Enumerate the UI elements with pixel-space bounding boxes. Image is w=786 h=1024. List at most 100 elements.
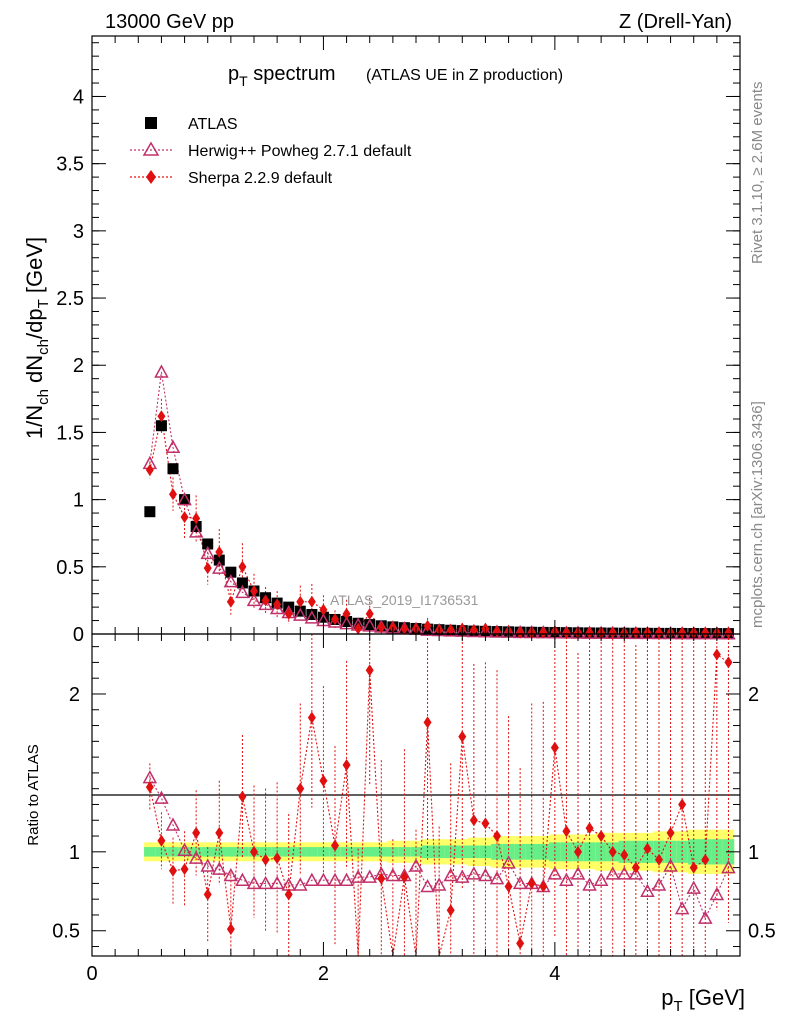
title-p: p	[228, 63, 239, 85]
main-ylabel: 1/Nch dNch/dpT [GeV]	[22, 237, 52, 439]
ratio-point	[527, 877, 536, 890]
main-point	[342, 607, 351, 620]
main-point	[539, 626, 548, 639]
legend-marker-sherpa	[146, 170, 156, 184]
main-point	[678, 626, 687, 639]
main-ytick-label: 3.5	[56, 154, 84, 176]
ratio-point	[293, 877, 308, 891]
ratio-point	[559, 872, 574, 886]
ratio-point	[362, 869, 377, 883]
main-point	[562, 626, 571, 639]
ratio-point	[365, 664, 374, 677]
ratio-point	[493, 830, 501, 843]
ratio-y-ticks: 0.5 0.5 1 1 2 2	[52, 646, 776, 948]
main-point	[307, 595, 316, 608]
main-point	[144, 506, 156, 518]
ratio-point	[666, 826, 675, 839]
ratio-point	[585, 822, 594, 835]
ratio-point	[212, 861, 227, 875]
legend-marker-herwig	[142, 141, 160, 156]
ratio-point	[698, 910, 713, 924]
ratio-band-green	[468, 845, 480, 859]
legend-label-atlas: ATLAS	[188, 116, 238, 133]
main-point	[203, 562, 212, 575]
main-point	[400, 622, 409, 635]
ratio-band-green	[502, 843, 515, 860]
ratio-point	[655, 853, 663, 866]
main-point	[223, 574, 239, 588]
ratio-point	[342, 759, 351, 772]
ratio-point	[316, 872, 331, 886]
ratio-point	[481, 817, 490, 830]
main-point	[212, 560, 227, 574]
main-point	[154, 364, 169, 378]
ratio-point	[686, 880, 701, 894]
ratio-point	[617, 866, 632, 880]
ratio-band-green	[398, 847, 411, 857]
ratio-point	[350, 869, 366, 883]
main-point	[155, 420, 167, 432]
legend-label-herwig: Herwig++ Powheg 2.7.1 default	[188, 143, 412, 160]
ratio-band-green	[340, 847, 353, 857]
main-point	[294, 605, 306, 617]
mcplots-label: mcplots.cern.ch [arXiv:1306.3436]	[749, 401, 766, 628]
ratio-point	[709, 886, 725, 901]
main-point	[215, 546, 224, 559]
legend: ATLAS Herwig++ Powheg 2.7.1 default Sher…	[130, 116, 412, 187]
ratio-point	[501, 855, 516, 869]
ratio-point	[674, 901, 690, 915]
ratio-point	[547, 866, 563, 880]
ratio-point	[582, 877, 597, 891]
ratio-point	[177, 842, 192, 856]
ratio-point	[420, 878, 435, 893]
main-point	[192, 512, 201, 525]
ratio-band-green	[144, 847, 156, 857]
main-point	[235, 584, 250, 599]
ratio-point	[192, 826, 201, 839]
main-point	[269, 600, 285, 615]
ratio-point	[512, 875, 528, 890]
main-point	[423, 619, 432, 632]
ratio-x-ticks: 0 2 4	[86, 634, 741, 985]
main-point	[226, 595, 235, 608]
main-point	[202, 538, 214, 550]
ratio-error-bars	[149, 634, 729, 956]
ratio-point	[238, 790, 247, 803]
ratio-band-green	[306, 847, 318, 857]
main-point	[225, 566, 237, 578]
main-point	[188, 524, 204, 538]
ratio-point	[458, 730, 467, 743]
ratio-point	[469, 814, 478, 827]
ratio-point	[446, 904, 455, 917]
main-point	[701, 626, 710, 639]
ratio-point	[250, 845, 258, 858]
main-ytick-label: 3	[73, 221, 84, 243]
ratio-point	[235, 872, 250, 886]
main-point	[306, 609, 318, 621]
main-point	[200, 545, 215, 560]
ratio-point	[466, 866, 482, 880]
ratio-point	[504, 880, 513, 893]
ratio-point	[145, 781, 154, 794]
ratio-ytick-label-right: 1	[748, 842, 759, 864]
main-ytick-label: 2.5	[56, 288, 84, 310]
ratio-point	[154, 790, 169, 804]
ratio-ytick-label: 1	[69, 842, 80, 864]
ratio-point	[663, 858, 678, 872]
main-point	[585, 626, 594, 639]
ratio-point	[319, 774, 328, 787]
ratio-point	[478, 867, 493, 882]
ratio-band-green	[155, 847, 168, 857]
legend-marker-atlas	[145, 117, 157, 129]
main-ytick-label: 0	[73, 624, 84, 646]
ratio-point	[273, 852, 282, 865]
ratio-point	[327, 872, 343, 886]
watermark: ATLAS_2019_I1736531	[330, 592, 479, 608]
ratio-point	[408, 858, 424, 872]
rivet-label: Rivet 3.1.10, ≥ 2.6M events	[749, 82, 766, 265]
ratio-point	[169, 864, 177, 877]
ratio-ytick-label: 2	[69, 684, 80, 706]
main-y-ticks: 0 0.5 1 1.5 2 2.5 3 3.5 4	[56, 42, 740, 646]
ratio-point	[400, 871, 409, 884]
title-sub: T	[239, 73, 248, 89]
